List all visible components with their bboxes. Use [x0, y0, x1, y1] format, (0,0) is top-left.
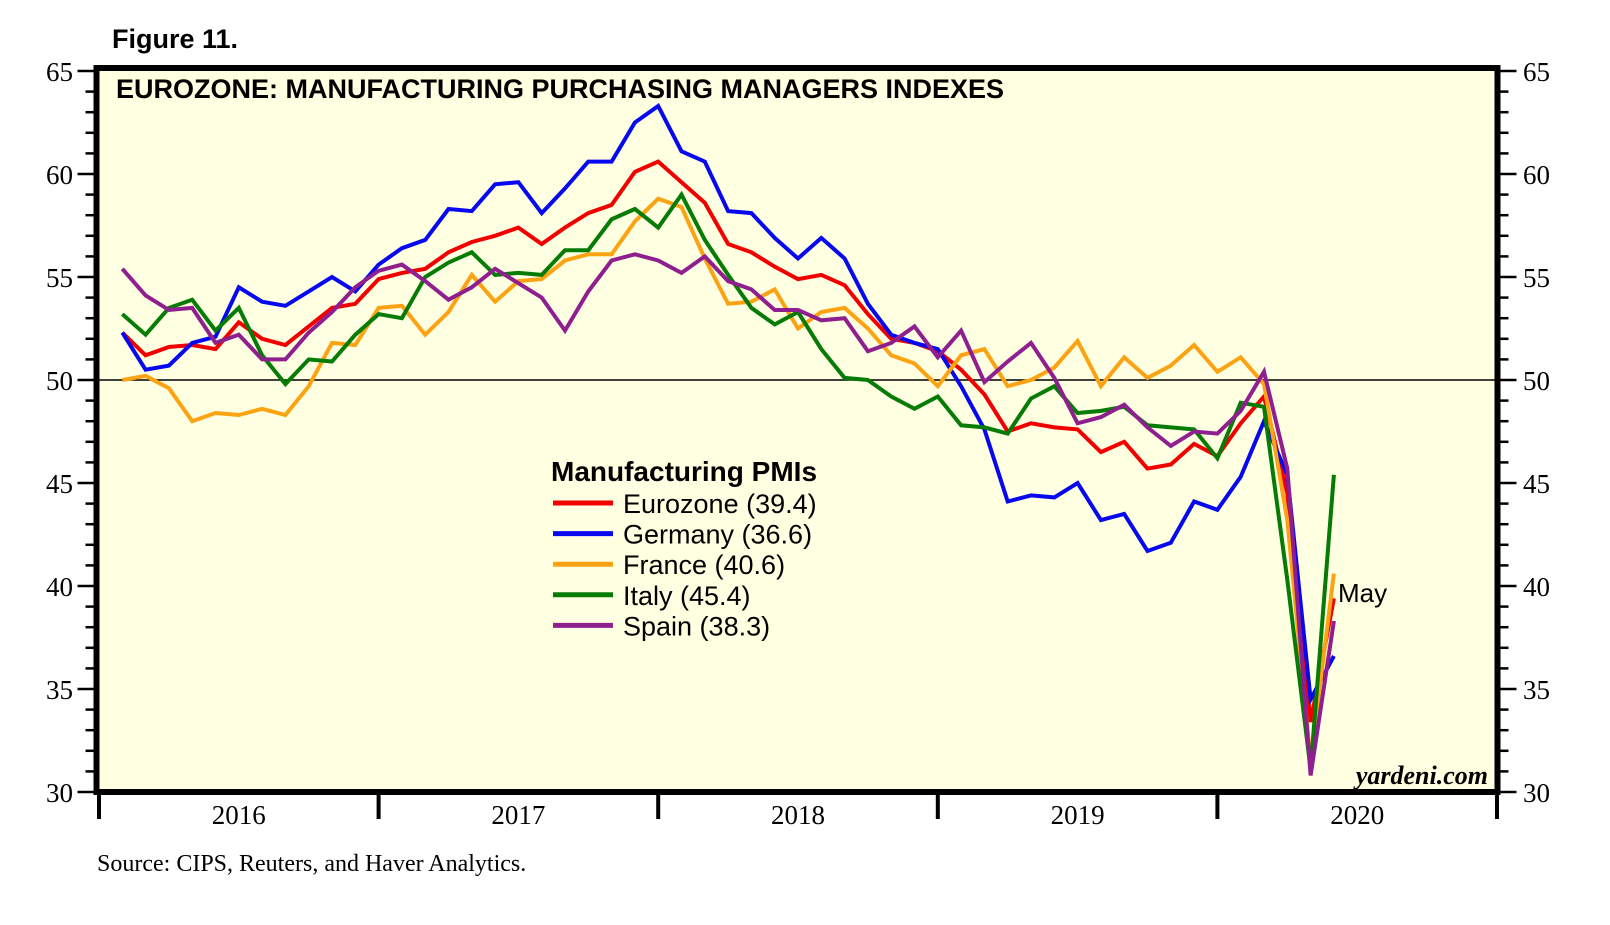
- y-axis-label-right: 40: [1523, 572, 1550, 602]
- plot-area: [93, 65, 1501, 795]
- legend: Manufacturing PMIs Eurozone (39.4)German…: [551, 456, 817, 641]
- y-axis-label-left: 35: [46, 675, 73, 705]
- y-axis-label-right: 65: [1523, 57, 1550, 87]
- y-axis-label-right: 45: [1523, 469, 1550, 499]
- may-annotation: May: [1338, 578, 1387, 608]
- legend-title: Manufacturing PMIs: [551, 456, 817, 487]
- y-axis-label-left: 40: [46, 572, 73, 602]
- source-note: Source: CIPS, Reuters, and Haver Analyti…: [97, 851, 526, 877]
- y-axis-label-right: 50: [1523, 366, 1550, 396]
- legend-label-eurozone: Eurozone (39.4): [623, 489, 817, 519]
- series-line-spain: [120, 252, 1336, 776]
- y-axis-label-left: 65: [46, 57, 73, 87]
- y-axis-label-left: 30: [46, 778, 73, 808]
- y-axis-label-left: 50: [46, 366, 73, 396]
- series-line-germany: [120, 103, 1336, 706]
- x-axis-label-2020: 2020: [1330, 800, 1384, 830]
- legend-items: Eurozone (39.4)Germany (36.6)France (40.…: [553, 489, 817, 641]
- series-lines: [120, 103, 1336, 776]
- series-line-france: [121, 196, 1336, 762]
- y-axis-ticks: 30 30 35 35 40 40 45 45 50 50 55 55 60 60 65 65: [46, 57, 1550, 808]
- y-axis-label-right: 30: [1523, 778, 1550, 808]
- legend-label-germany: Germany (36.6): [623, 520, 812, 550]
- figure-label: Figure 11.: [112, 24, 238, 54]
- legend-label-spain: Spain (38.3): [623, 611, 770, 641]
- series-line-eurozone: [120, 159, 1336, 723]
- chart-title: EUROZONE: MANUFACTURING PURCHASING MANAG…: [116, 74, 1004, 104]
- watermark: yardeni.com: [1353, 761, 1488, 790]
- x-axis-label-2019: 2019: [1051, 800, 1105, 830]
- x-axis-ticks: 2016 2017 2018 2019 2020: [97, 793, 1499, 830]
- x-axis-label-2016: 2016: [212, 800, 266, 830]
- y-axis-label-right: 55: [1523, 263, 1550, 293]
- legend-label-italy: Italy (45.4): [623, 581, 751, 611]
- x-axis-label-2018: 2018: [771, 800, 825, 830]
- y-axis-label-left: 45: [46, 469, 73, 499]
- y-axis-label-right: 35: [1523, 675, 1550, 705]
- y-axis-label-right: 60: [1523, 160, 1550, 190]
- legend-label-france: France (40.6): [623, 550, 785, 580]
- y-axis-label-left: 60: [46, 160, 73, 190]
- y-axis-label-left: 55: [46, 263, 73, 293]
- x-axis-label-2017: 2017: [491, 800, 545, 830]
